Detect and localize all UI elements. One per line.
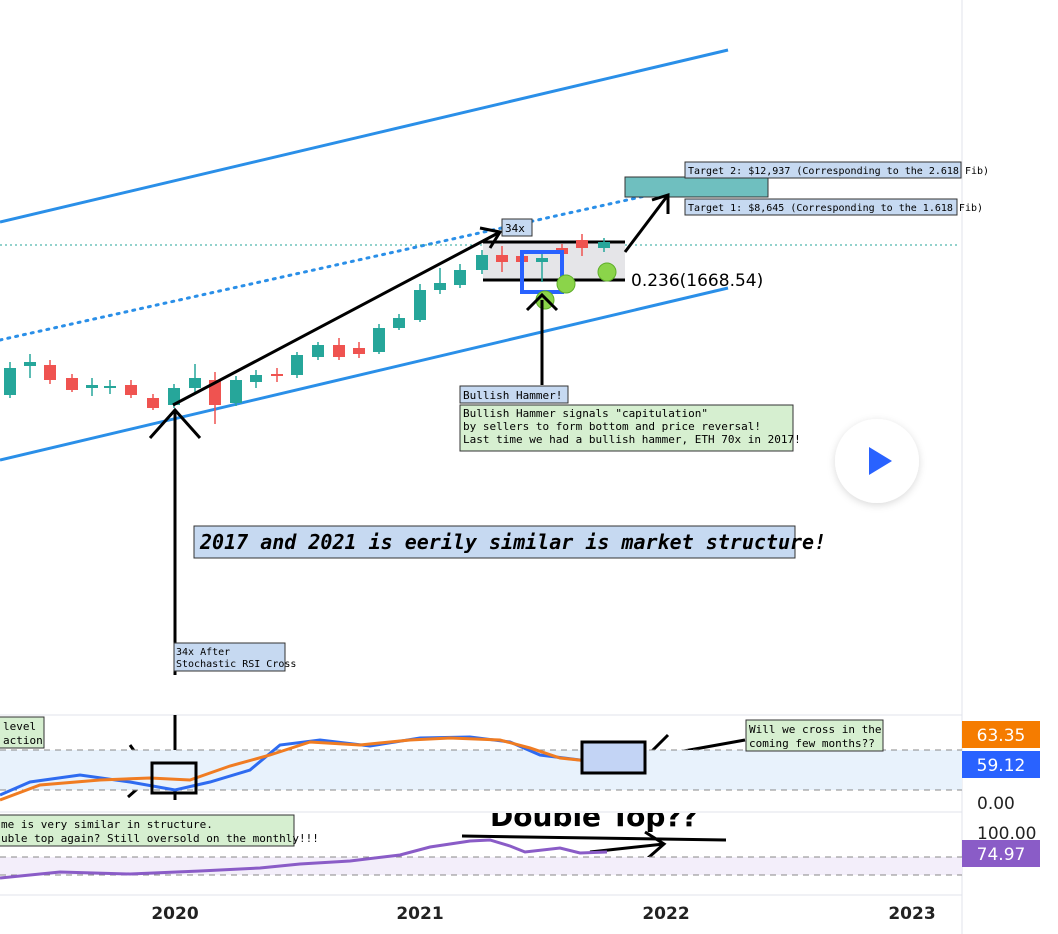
scale-label: 59.12 — [977, 756, 1026, 776]
scale-label: 100.00 — [977, 824, 1036, 844]
scale-label: 63.35 — [977, 726, 1026, 746]
hammer-note: Last time we had a bullish hammer, ETH 7… — [463, 433, 801, 446]
hammer-note: Bullish Hammer signals "capitulation" — [463, 407, 708, 420]
headline: 2017 and 2021 is eerily similar is marke… — [199, 530, 826, 554]
rsi-band — [0, 857, 962, 875]
cross-box — [150, 761, 198, 795]
cross-box — [580, 740, 647, 775]
gain-label: 34x — [505, 222, 525, 235]
time-label: 2023 — [888, 904, 935, 924]
channel-bottom — [0, 286, 729, 462]
hammer-note: by sellers to form bottom and price reve… — [463, 420, 761, 433]
target-zone — [624, 176, 769, 198]
double-top: Double Top?? — [490, 800, 698, 833]
target-1: Target 1: $8,645 (Corresponding to the 1… — [688, 203, 983, 214]
notes: 34x Target 2: $12,937 (Corresponding to … — [0, 161, 989, 847]
play-icon — [869, 447, 892, 475]
cross-note: Will we cross in the — [749, 723, 881, 736]
dot — [556, 274, 576, 294]
dot — [597, 262, 617, 282]
stoch-d — [0, 736, 608, 802]
time-label: 2021 — [396, 904, 443, 924]
stoch-note: Stochastic RSI Cross — [176, 659, 296, 670]
structure-note: uble top again? Still oversold on the mo… — [1, 832, 319, 845]
channel-top — [0, 48, 729, 224]
stoch-note: 34x After — [176, 647, 230, 658]
level-note: level — [3, 720, 36, 733]
level-note: action — [3, 734, 43, 747]
scale-badge — [962, 840, 1040, 867]
time-label: 2022 — [642, 904, 689, 924]
fib-level: 0.236(1668.54) — [631, 271, 763, 291]
structure-note: me is very similar in structure. — [1, 818, 213, 831]
hammer-title: Bullish Hammer! — [463, 389, 562, 402]
scale-label: 0.00 — [977, 794, 1015, 814]
time-label: 2020 — [151, 904, 198, 924]
scale-badge — [962, 721, 1040, 748]
scale-badge — [962, 751, 1040, 778]
target-2: Target 2: $12,937 (Corresponding to the … — [688, 166, 989, 177]
cross-note: coming few months?? — [749, 737, 875, 750]
rsi-line — [0, 838, 608, 880]
scale-label: 74.97 — [977, 845, 1026, 865]
stoch-band — [0, 750, 962, 790]
channel-mid — [0, 188, 674, 342]
